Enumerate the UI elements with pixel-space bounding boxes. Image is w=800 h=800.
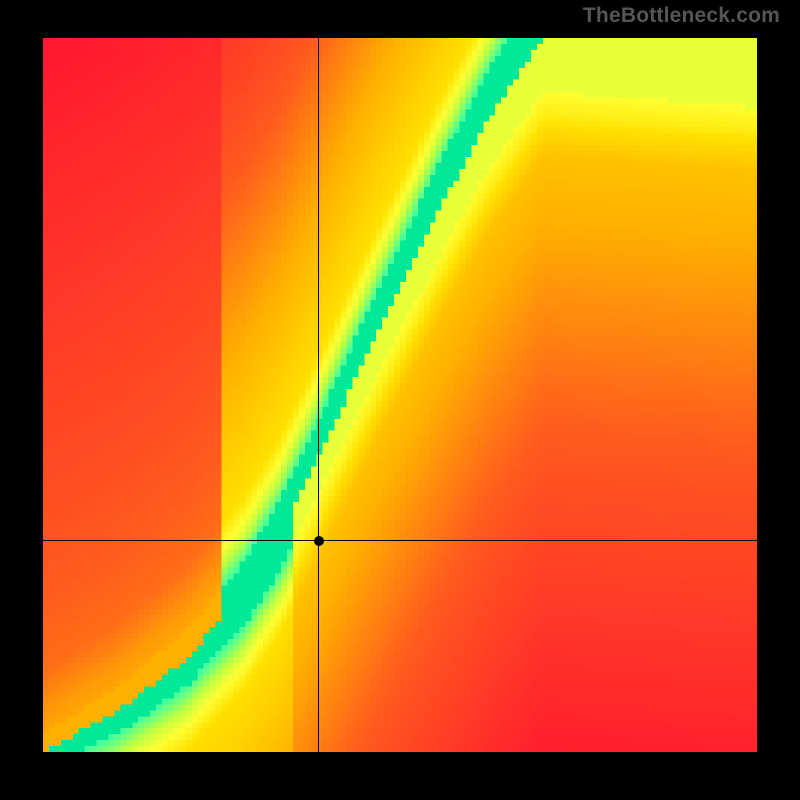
bottleneck-heatmap: [43, 38, 757, 752]
crosshair-vertical: [318, 38, 319, 752]
crosshair-marker: [314, 536, 324, 546]
crosshair-horizontal: [43, 540, 757, 541]
attribution-text: TheBottleneck.com: [583, 4, 780, 28]
